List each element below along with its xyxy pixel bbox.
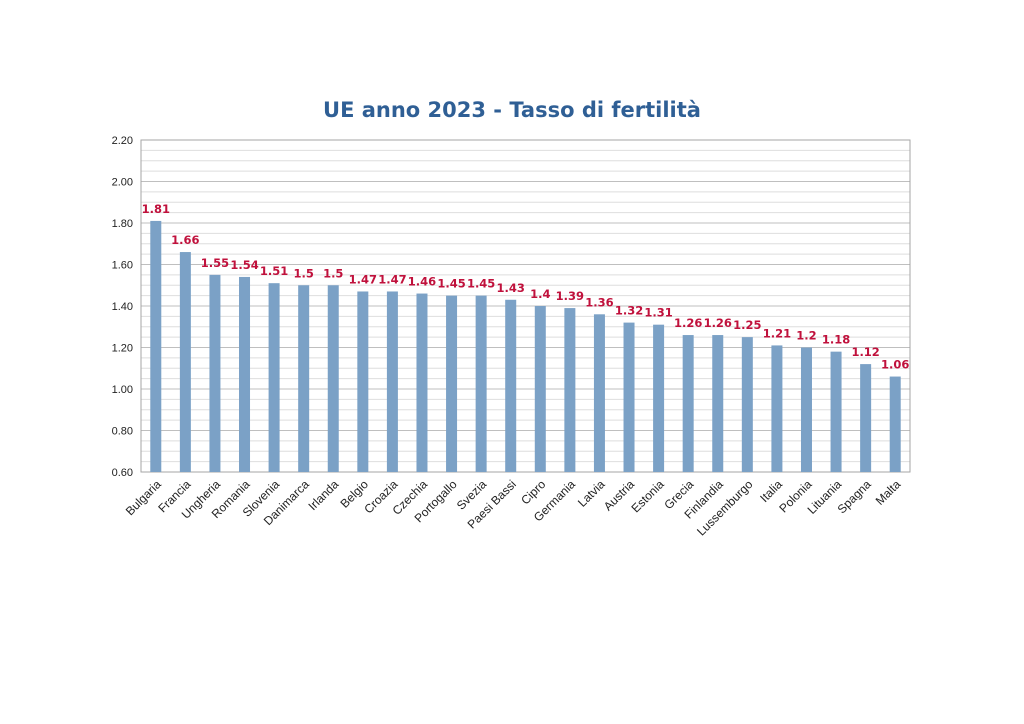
plot-area-border xyxy=(140,139,911,473)
bars xyxy=(150,220,901,472)
bar xyxy=(741,337,753,472)
y-tick-label: 1.80 xyxy=(112,218,133,230)
data-label: 1.21 xyxy=(763,326,791,340)
bar xyxy=(682,335,694,472)
data-label: 1.46 xyxy=(408,275,436,289)
y-tick-label: 1.40 xyxy=(112,301,133,313)
axes xyxy=(140,139,911,473)
data-label: 1.31 xyxy=(644,306,672,320)
data-label: 1.5 xyxy=(293,266,313,280)
bar xyxy=(771,345,783,472)
data-label: 1.2 xyxy=(796,329,816,343)
data-label: 1.66 xyxy=(171,233,199,247)
bar xyxy=(534,306,546,472)
x-category-label: Estonia xyxy=(629,477,667,515)
data-label: 1.81 xyxy=(142,202,170,216)
y-axis-tick-labels: 0.60 0.80 1.00 1.20 1.40 1.60 1.80 2.00 2.20 xyxy=(112,135,133,479)
grid-lines xyxy=(141,139,910,473)
bar xyxy=(653,324,665,472)
bar xyxy=(150,220,162,472)
bar xyxy=(564,308,576,472)
x-category-label: Malta xyxy=(873,477,904,508)
data-labels: 1.811.661.55 1.54 1.51 1.5 1.5 1.47 1.47 1.46 1.… xyxy=(142,202,910,372)
bar xyxy=(830,351,842,472)
data-label: 1.25 xyxy=(733,318,761,332)
data-label: 1.36 xyxy=(585,295,613,309)
x-category-label: Spagna xyxy=(835,477,874,516)
data-label: 1.12 xyxy=(851,345,879,359)
data-label: 1.4 xyxy=(530,287,550,301)
data-label: 1.45 xyxy=(467,277,495,291)
y-tick-label: 1.60 xyxy=(112,260,133,272)
y-tick-label: 2.00 xyxy=(112,177,133,189)
bar xyxy=(327,285,339,472)
data-label: 1.43 xyxy=(497,281,525,295)
bar xyxy=(800,347,812,472)
x-category-label: Irlanda xyxy=(306,477,342,513)
bar xyxy=(209,274,221,472)
data-label: 1.18 xyxy=(822,333,850,347)
data-label: 1.45 xyxy=(437,277,465,291)
bar xyxy=(416,293,428,472)
y-tick-label: 1.00 xyxy=(112,384,133,396)
bar xyxy=(179,252,191,472)
x-category-label: Bulgaria xyxy=(123,477,164,518)
bar xyxy=(268,283,280,472)
data-label: 1.26 xyxy=(674,316,702,330)
data-label: 1.26 xyxy=(704,316,732,330)
bar xyxy=(712,335,724,472)
data-label: 1.51 xyxy=(260,264,288,278)
y-tick-label: 1.20 xyxy=(112,343,133,355)
bar xyxy=(475,295,487,472)
y-tick-label: 2.20 xyxy=(112,135,133,147)
bar xyxy=(623,322,635,472)
bar xyxy=(386,291,398,472)
chart-title: UE anno 2023 - Tasso di fertilità xyxy=(323,98,701,122)
data-label: 1.5 xyxy=(323,266,343,280)
data-label: 1.47 xyxy=(378,272,406,286)
data-label: 1.54 xyxy=(230,258,258,272)
bar xyxy=(357,291,369,472)
bar xyxy=(889,376,901,472)
bar xyxy=(860,364,872,472)
bar xyxy=(239,276,251,472)
y-tick-label: 0.60 xyxy=(112,467,133,479)
data-label: 1.32 xyxy=(615,304,643,318)
data-label: 1.55 xyxy=(201,256,229,270)
data-label: 1.39 xyxy=(556,289,584,303)
bar xyxy=(593,314,605,472)
data-label: 1.47 xyxy=(349,272,377,286)
bar xyxy=(298,285,310,472)
bar xyxy=(446,295,458,472)
data-label: 1.06 xyxy=(881,358,909,372)
y-tick-label: 0.80 xyxy=(112,426,133,438)
x-axis-category-labels: BulgariaFranciaUngheriaRomaniaSloveniaDa… xyxy=(123,477,904,539)
bar xyxy=(505,299,517,472)
